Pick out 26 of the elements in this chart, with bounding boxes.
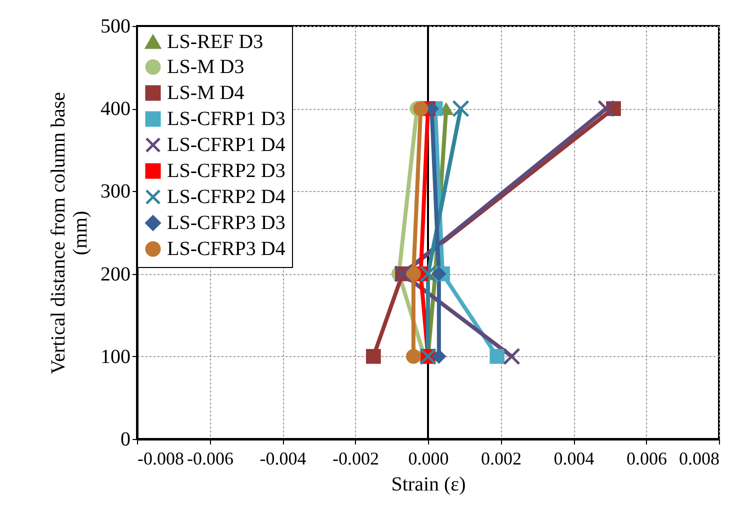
- x-tick-label: -0.002: [332, 448, 379, 468]
- x-tick-label: 0.008: [679, 448, 720, 468]
- y-tick-label: 100: [100, 346, 130, 368]
- x-tick-label: 0.000: [408, 448, 449, 468]
- x-tick-label: 0.002: [481, 448, 522, 468]
- x-tick-label: -0.004: [260, 448, 306, 468]
- y-tick-label: 400: [100, 98, 130, 120]
- y-axis-title: Vertical distance from column base (mm): [48, 92, 92, 374]
- y-tick-label: 300: [100, 180, 130, 203]
- x-axis-title: Strain (ε): [391, 474, 466, 496]
- legend-label: LS-M D4: [167, 82, 244, 104]
- legend-label: LS-CFRP2 D4: [167, 186, 286, 208]
- y-tick-label: 500: [100, 16, 130, 38]
- x-tick-label: 0.006: [626, 448, 667, 468]
- legend-label: LS-M D3: [167, 56, 244, 78]
- legend-label: LS-CFRP1 D3: [167, 108, 286, 130]
- legend-label: LS-CFRP2 D3: [167, 160, 286, 182]
- x-tick-label: -0.006: [187, 448, 234, 468]
- x-tick-label: 0.004: [554, 448, 594, 468]
- legend-label: LS-REF D3: [167, 31, 264, 53]
- legend-label: LS-CFRP3 D3: [167, 212, 286, 234]
- y-tick-label: 0: [120, 428, 130, 450]
- y-tick-label: 200: [100, 263, 130, 286]
- x-tick-label: -0.008: [138, 448, 184, 468]
- legend-label: LS-CFRP1 D4: [167, 134, 286, 156]
- legend-label: LS-CFRP3 D4: [167, 238, 286, 260]
